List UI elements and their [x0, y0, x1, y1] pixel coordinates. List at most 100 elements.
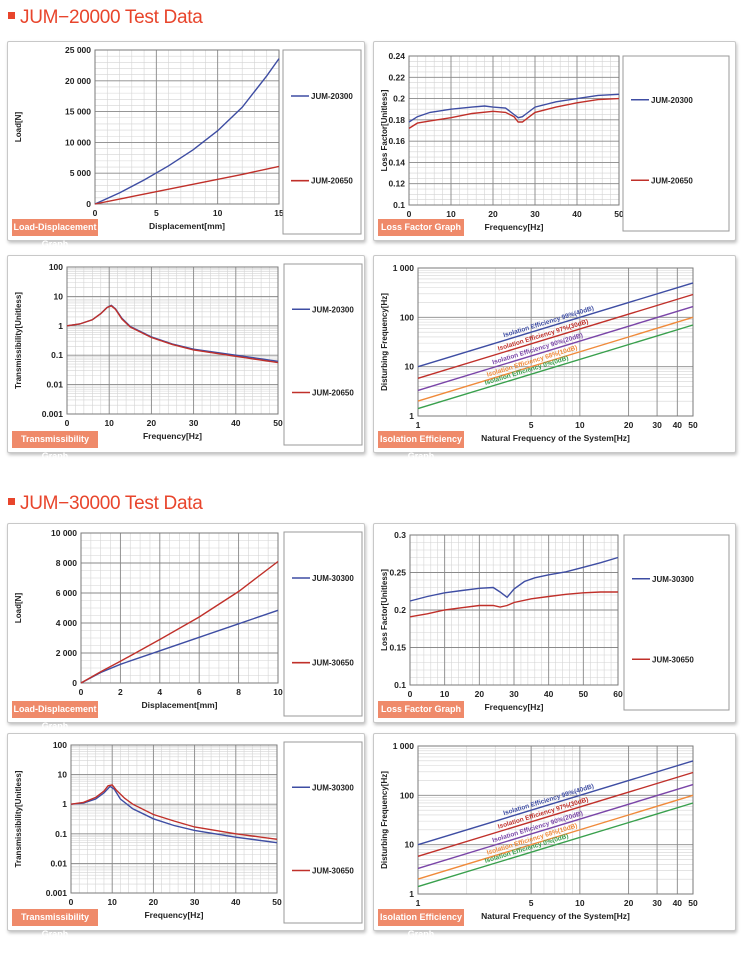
y-tick-label: 1	[409, 411, 414, 421]
legend-label: JUM-20650	[311, 177, 353, 186]
chart-svg: 0 10 20 30 40 50 0.001 0.01 0.1 1 10 100 Frequency[H…	[14, 262, 363, 446]
legend-label: JUM-30300	[312, 783, 354, 792]
y-tick-label: 0.01	[50, 858, 67, 868]
x-tick-label: 5	[529, 898, 534, 908]
series-line	[417, 282, 694, 368]
x-tick-label: 20	[624, 898, 634, 908]
legend-label: JUM-30650	[312, 867, 354, 876]
graph-tag: Transmissibility Graph	[12, 909, 98, 939]
gridlines	[70, 744, 278, 894]
series-line	[66, 304, 279, 362]
legend-label: JUM-20300	[651, 96, 693, 105]
y-axis-label: Loss Factor[Unitless]	[380, 89, 389, 171]
x-tick-label: 40	[673, 420, 683, 430]
y-tick-label: 1	[58, 321, 63, 331]
y-tick-label: 0.1	[51, 350, 63, 360]
gridlines	[80, 532, 279, 684]
y-tick-label: 1 000	[393, 741, 415, 751]
plot-frame	[417, 267, 694, 417]
bullet-square-icon	[8, 498, 15, 506]
x-tick-label: 30	[190, 897, 200, 907]
chart-svg: 1 5 10 20 30 40 50 1 10 100 1 000 Natural Frequency…	[380, 741, 698, 921]
y-tick-label: 25 000	[65, 45, 91, 55]
y-axis-label: Transmissibility[Unitless]	[14, 292, 23, 389]
gridlines	[94, 49, 280, 205]
y-tick-label: 10 000	[65, 137, 91, 147]
series-line	[80, 560, 279, 684]
graph-tag: Loss Factor Graph	[378, 219, 464, 236]
x-axis-label: Natural Frequency of the System[Hz]	[481, 911, 630, 921]
graph-tag: Loss Factor Graph	[378, 701, 464, 718]
series-line	[94, 58, 280, 205]
legend-box	[283, 741, 363, 924]
y-axis-label: Disturbing Frequency[Hz]	[380, 771, 389, 869]
series-line	[70, 784, 278, 840]
x-tick-label: 40	[231, 897, 241, 907]
x-tick-label: 0	[65, 418, 70, 428]
graph-tag: Transmissibility Graph	[12, 431, 98, 461]
gridlines	[66, 266, 279, 415]
plot-frame	[70, 744, 278, 894]
y-tick-label: 0.1	[394, 680, 406, 690]
series-line	[417, 316, 694, 402]
series-line	[417, 783, 694, 870]
chart-panel-transmissibility-20000: 0 10 20 30 40 50 0.001 0.01 0.1 1 10 100 Frequency[H…	[7, 255, 365, 461]
chart-panel-isolation-efficiency-30000: 1 5 10 20 30 40 50 1 10 100 1 000 Natural Frequency…	[373, 733, 736, 939]
x-axis-label: Frequency[Hz]	[144, 910, 203, 920]
chart-panel-loss-factor-30000: 0 10 20 30 40 50 60 0.1 0.15 0.2 0.25 0.3 Frequency[…	[373, 523, 736, 723]
y-tick-label: 0.12	[388, 179, 405, 189]
chart-panel-isolation-efficiency-20000: 1 5 10 20 30 40 50 1 10 100 1 000 Natural Frequency…	[373, 255, 736, 461]
x-tick-label: 10	[107, 897, 117, 907]
y-tick-label: 0.18	[388, 115, 405, 125]
y-tick-label: 100	[400, 790, 414, 800]
y-tick-label: 0.16	[388, 136, 405, 146]
section-title-text: JUM−20000 Test Data	[20, 7, 203, 28]
legend-box	[283, 531, 363, 717]
x-tick-label: 30	[509, 689, 519, 699]
y-tick-label: 0.1	[55, 829, 67, 839]
y-axis-label: Load[N]	[14, 112, 23, 143]
x-tick-label: 50	[579, 689, 589, 699]
x-tick-label: 50	[688, 420, 698, 430]
section-title-text: JUM−30000 Test Data	[20, 493, 203, 514]
x-tick-label: 30	[652, 898, 662, 908]
y-tick-label: 5 000	[70, 168, 92, 178]
series-line	[417, 324, 694, 410]
y-tick-label: 4 000	[56, 618, 78, 628]
plot-frame	[417, 745, 694, 895]
x-tick-label: 50	[272, 897, 282, 907]
legend-label: JUM-20300	[312, 305, 354, 314]
chart-svg: 0 10 20 30 40 50 60 0.1 0.15 0.2 0.25 0.3 Frequency[…	[380, 530, 730, 712]
x-tick-label: 60	[613, 689, 623, 699]
y-tick-label: 100	[400, 312, 414, 322]
x-tick-label: 6	[197, 687, 202, 697]
y-axis-label: Disturbing Frequency[Hz]	[380, 293, 389, 391]
y-tick-label: 0.001	[46, 888, 68, 898]
x-tick-label: 4	[157, 687, 162, 697]
y-tick-label: 0.25	[389, 568, 406, 578]
plot-frame	[66, 266, 279, 415]
y-axis-label: Load[N]	[14, 593, 23, 624]
x-axis-label: Frequency[Hz]	[484, 222, 543, 232]
y-tick-label: 0	[72, 678, 77, 688]
plot-frame	[408, 55, 620, 206]
x-axis-label: Natural Frequency of the System[Hz]	[481, 433, 630, 443]
x-tick-label: 5	[154, 208, 159, 218]
x-tick-label: 10	[440, 689, 450, 699]
graph-tag: Isolation Efficiency Graph	[378, 909, 464, 939]
y-tick-label: 1	[62, 799, 67, 809]
legend-label: JUM-30300	[312, 574, 354, 583]
legend-box	[622, 55, 730, 232]
chart-svg: 0 10 20 30 40 50 0.001 0.01 0.1 1 10 100 Frequency[H…	[14, 740, 363, 924]
y-tick-label: 0.2	[394, 605, 406, 615]
series-line	[409, 556, 619, 602]
y-tick-label: 100	[49, 262, 63, 272]
series-line	[70, 785, 278, 844]
y-tick-label: 6 000	[56, 588, 78, 598]
series-line	[408, 93, 620, 123]
x-tick-label: 1	[416, 420, 421, 430]
chart-svg: 1 5 10 20 30 40 50 1 10 100 1 000 Natural Frequency…	[380, 263, 698, 443]
legend-label: JUM-20650	[651, 176, 693, 185]
x-tick-label: 0	[407, 209, 412, 219]
series-line	[66, 304, 279, 364]
